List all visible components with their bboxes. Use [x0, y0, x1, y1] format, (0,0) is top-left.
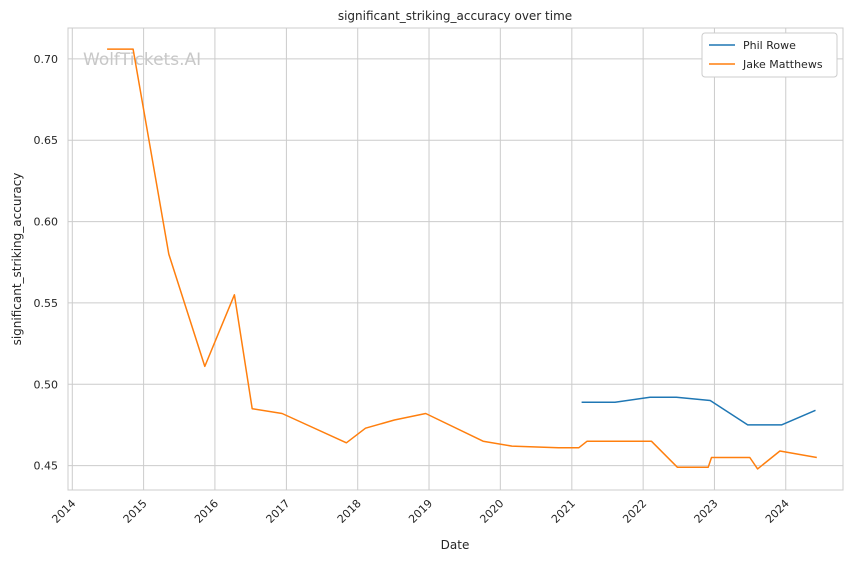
- y-tick-label: 0.45: [34, 460, 59, 473]
- legend-label-jake-matthews: Jake Matthews: [742, 58, 823, 71]
- series-line-jake-matthews: [107, 48, 817, 470]
- legend: Phil Rowe Jake Matthews: [701, 32, 838, 78]
- y-axis-title: significant_striking_accuracy: [10, 173, 24, 346]
- y-tick-label: 0.55: [34, 297, 59, 310]
- x-axis-title: Date: [441, 538, 470, 552]
- x-tick-label: 2024: [763, 497, 792, 526]
- x-tick-label: 2021: [549, 497, 578, 526]
- x-tick-label: 2014: [49, 497, 78, 526]
- series-line-phil-rowe: [581, 396, 816, 426]
- y-tick-label: 0.60: [34, 216, 59, 229]
- y-tick-label: 0.70: [34, 53, 59, 66]
- x-tick-label: 2020: [477, 497, 506, 526]
- legend-label-phil-rowe: Phil Rowe: [743, 39, 796, 52]
- watermark: WolfTickets.AI: [83, 50, 201, 70]
- x-tick-label: 2015: [121, 497, 150, 526]
- x-tick-label: 2016: [192, 497, 221, 526]
- x-tick-label: 2023: [692, 497, 721, 526]
- plot-area: [67, 27, 844, 491]
- x-tick-label: 2017: [264, 497, 293, 526]
- series-lines: [107, 48, 817, 470]
- x-tick-label: 2019: [406, 497, 435, 526]
- legend-box: [701, 32, 838, 78]
- y-tick-label: 0.65: [34, 134, 59, 147]
- y-tick-label: 0.50: [34, 378, 59, 391]
- x-tick-label: 2018: [335, 497, 364, 526]
- grid: [68, 28, 843, 490]
- x-tick-label: 2022: [620, 497, 649, 526]
- chart-title: significant_striking_accuracy over time: [338, 9, 572, 23]
